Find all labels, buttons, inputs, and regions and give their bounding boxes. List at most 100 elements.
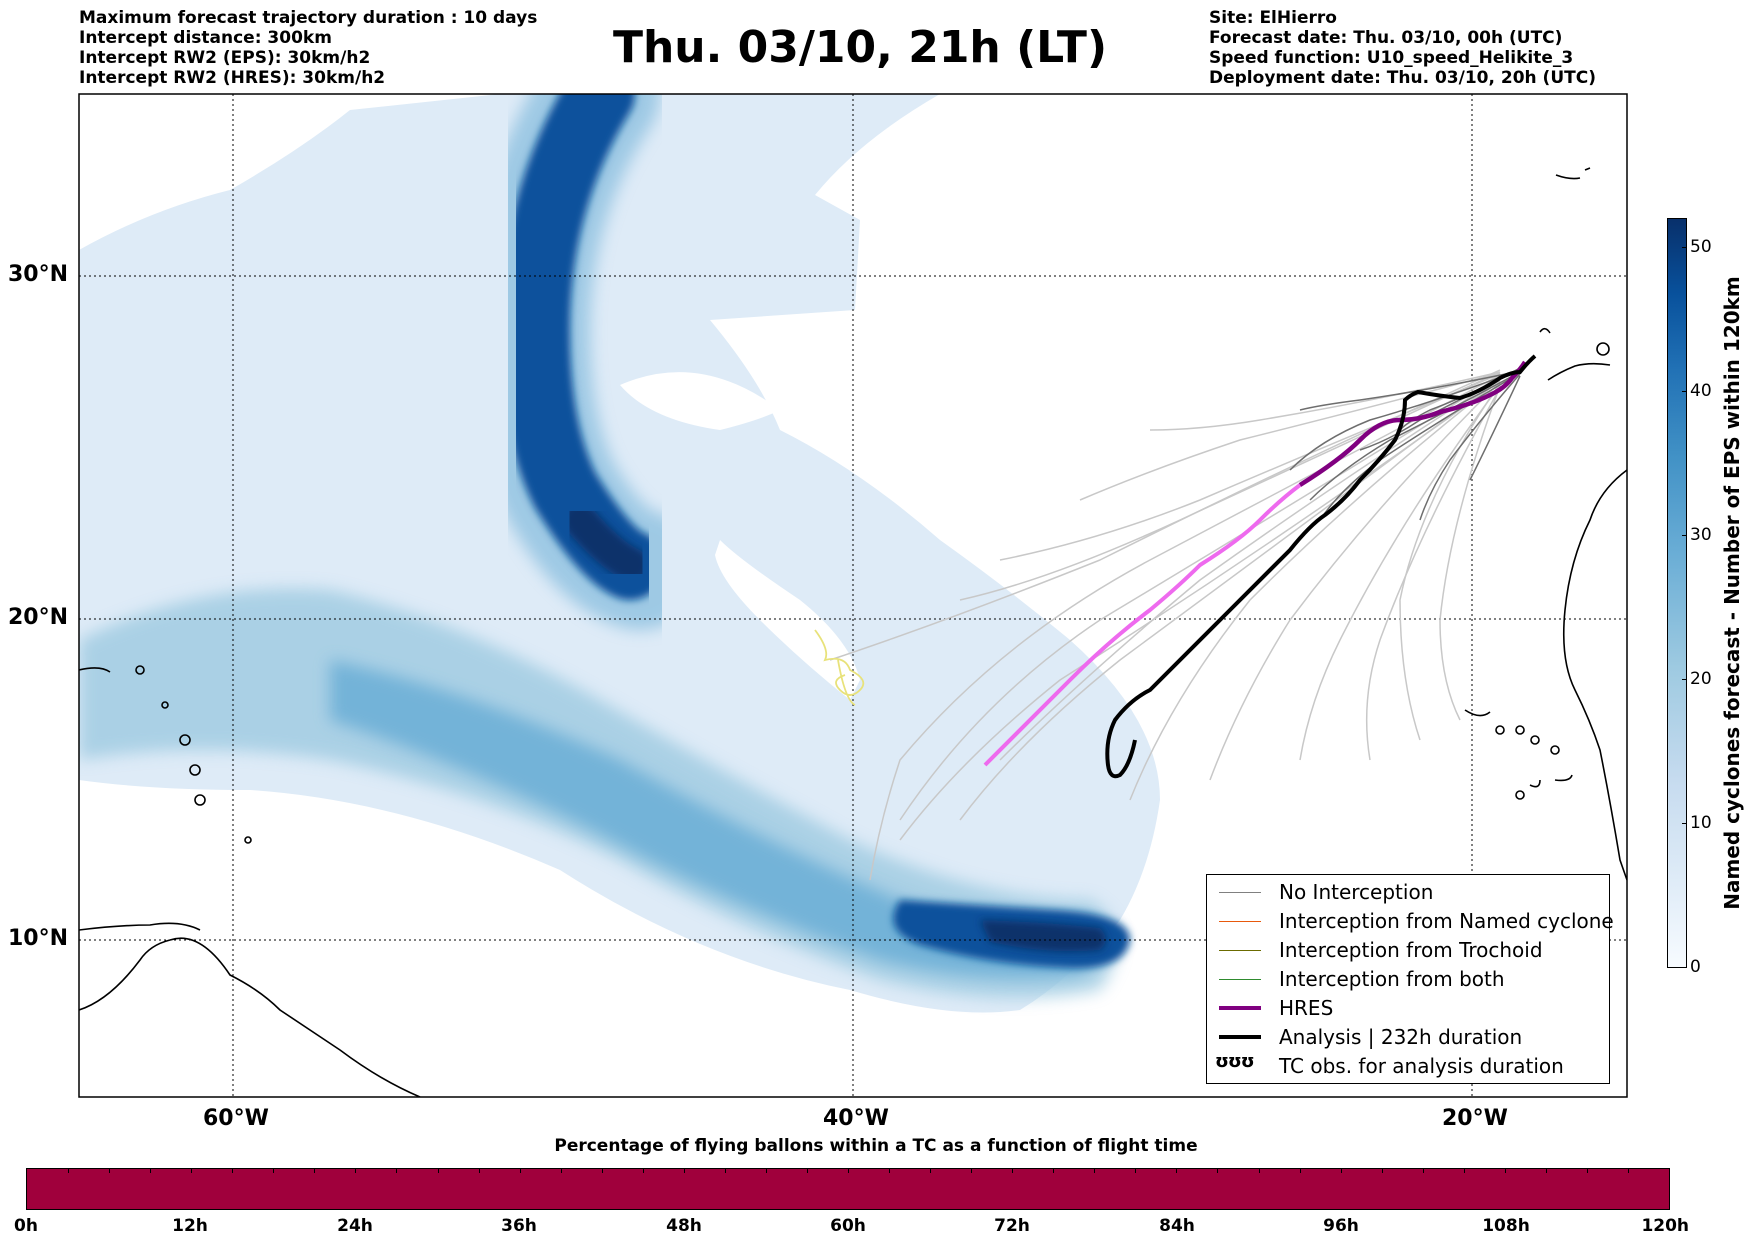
timebar-minor-tick (437, 1169, 439, 1173)
coastlines (79, 167, 1627, 1097)
legend-item-no-interception: No Interception (1215, 877, 1433, 906)
timebar-minor-tick (478, 1169, 480, 1173)
hres-trajectory-pink (983, 483, 1302, 767)
timebar-minor-tick (889, 1169, 891, 1173)
timebar-minor-tick (806, 1169, 808, 1173)
legend-item-tc-obs: ʊʊʊ TC obs. for analysis duration (1215, 1051, 1564, 1080)
timebar-tick: 60h (830, 1216, 866, 1236)
timebar-minor-tick (1504, 1169, 1506, 1173)
legend-swatch (1215, 993, 1263, 1022)
timebar-tick: 36h (501, 1216, 537, 1236)
timebar-minor-tick (1545, 1169, 1547, 1173)
lon-label-40w: 40°W (823, 1106, 889, 1131)
timebar-minor-tick (1094, 1169, 1096, 1173)
timebar-minor-tick (930, 1169, 932, 1173)
timebar (26, 1168, 1670, 1210)
density-band-strong (330, 660, 1103, 978)
lat-label-30n: 30°N (8, 262, 69, 287)
legend-swatch (1215, 964, 1263, 993)
timebar-minor-tick (848, 1169, 849, 1173)
legend-item-hres: HRES (1215, 993, 1333, 1022)
timebar-minor-tick (191, 1169, 193, 1173)
timebar-tick: 120h (1641, 1216, 1690, 1236)
timebar-minor-tick (765, 1169, 767, 1173)
timebar-minor-tick (560, 1169, 562, 1173)
timebar-tick: 72h (994, 1216, 1030, 1236)
timebar-minor-tick (1586, 1169, 1588, 1173)
timebar-minor-tick (1258, 1169, 1260, 1173)
timebar-tick: 84h (1159, 1216, 1195, 1236)
timebar-minor-tick (971, 1169, 973, 1173)
timebar-minor-tick (724, 1169, 726, 1173)
colorbar-tick-label: 40 (1690, 381, 1712, 401)
info-line: Maximum forecast trajectory duration : 1… (79, 8, 538, 28)
legend-label: Interception from Named cyclone (1279, 908, 1614, 933)
timebar-minor-tick (1012, 1169, 1014, 1173)
timebar-minor-tick (1135, 1169, 1137, 1173)
timebar-minor-tick (642, 1169, 644, 1173)
density-gap-north (620, 372, 780, 430)
legend-item-named-cyclone: Interception from Named cyclone (1215, 906, 1614, 935)
colorbar-tickmark (1682, 535, 1687, 536)
analysis-trajectory (1105, 354, 1537, 779)
timebar-tick: 0h (14, 1216, 38, 1236)
timebar-minor-tick (355, 1169, 357, 1173)
colorbar-tickmark (1682, 247, 1687, 248)
info-line: Intercept distance: 300km (79, 28, 332, 48)
timebar-minor-tick (1053, 1169, 1055, 1173)
legend-item-trochoid: Interception from Trochoid (1215, 935, 1543, 964)
legend-label: Interception from Trochoid (1279, 937, 1543, 962)
map-legend: No Interception Interception from Named … (1206, 874, 1614, 1084)
timebar-tick: 12h (172, 1216, 208, 1236)
legend-swatch (1215, 935, 1263, 964)
lat-label-10n: 10°N (8, 926, 69, 951)
timebar-minor-tick (150, 1169, 152, 1173)
legend-swatch (1215, 906, 1263, 935)
timebar-minor-tick (68, 1169, 70, 1173)
colorbar-tickmark (1682, 391, 1687, 392)
colorbar-tickmark (1682, 679, 1687, 680)
legend-label: TC obs. for analysis duration (1279, 1053, 1564, 1078)
legend-item-both: Interception from both (1215, 964, 1505, 993)
colorbar-tickmark (1682, 967, 1687, 968)
legend-label: HRES (1279, 995, 1334, 1020)
info-line: Deployment date: Thu. 03/10, 20h (UTC) (1209, 68, 1596, 88)
timebar-minor-tick (683, 1169, 685, 1173)
legend-swatch (1215, 877, 1263, 906)
main-title: Thu. 03/10, 21h (LT) (612, 22, 1108, 73)
timebar-tick: 108h (1482, 1216, 1530, 1236)
colorbar-tick-label: 30 (1690, 525, 1712, 545)
timebar-title: Percentage of flying ballons within a TC… (554, 1136, 1198, 1156)
timebar-minor-tick (1299, 1169, 1301, 1173)
legend-item-analysis: Analysis | 232h duration (1215, 1022, 1522, 1051)
lat-label-20n: 20°N (8, 605, 69, 630)
colorbar (1667, 218, 1687, 968)
lon-label-60w: 60°W (203, 1106, 269, 1131)
colorbar-tick-label: 10 (1690, 813, 1712, 833)
legend-label: Analysis | 232h duration (1279, 1024, 1523, 1049)
info-line: Forecast date: Thu. 03/10, 00h (UTC) (1209, 28, 1563, 48)
timebar-minor-tick (232, 1169, 234, 1173)
density-core-south-deep (980, 920, 1106, 952)
timebar-tick: 24h (337, 1216, 373, 1236)
tc-observation-track (814, 629, 865, 706)
timebar-minor-tick (601, 1169, 603, 1173)
info-line: Speed function: U10_speed_Helikite_3 (1209, 48, 1574, 68)
timebar-minor-tick (109, 1169, 111, 1173)
legend-label: No Interception (1279, 879, 1434, 904)
colorbar-tick-label: 50 (1690, 237, 1712, 257)
colorbar-tickmark (1682, 823, 1687, 824)
timebar-minor-tick (1176, 1169, 1178, 1173)
hres-trajectory-purple (1298, 360, 1527, 487)
tc-obs-icon: ʊʊʊ (1215, 1051, 1263, 1080)
timebar-tick: 48h (666, 1216, 702, 1236)
timebar-minor-tick (314, 1169, 316, 1173)
timebar-minor-tick (1381, 1169, 1383, 1173)
tc-obs-glyph: ʊʊʊ (1215, 1051, 1255, 1072)
timebar-minor-tick (519, 1169, 521, 1173)
timebar-minor-tick (1422, 1169, 1424, 1173)
map-frame (78, 93, 1628, 1098)
header-info-left: Maximum forecast trajectory duration : 1… (79, 8, 537, 88)
legend-swatch (1215, 1022, 1263, 1051)
